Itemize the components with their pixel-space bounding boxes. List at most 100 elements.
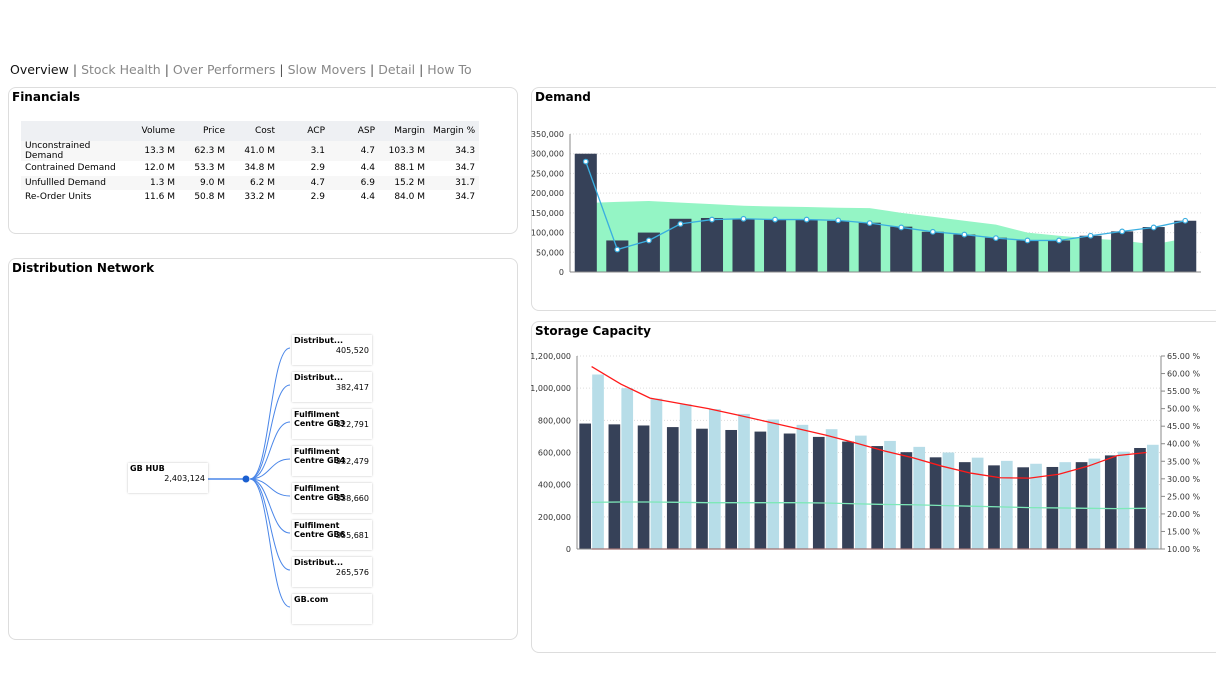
bar[interactable] xyxy=(738,413,750,549)
bar[interactable] xyxy=(783,433,796,549)
bar[interactable] xyxy=(650,398,663,549)
bar[interactable] xyxy=(953,234,976,272)
network-node-child[interactable]: Distribut... 405,520 xyxy=(292,335,372,365)
bar[interactable] xyxy=(921,231,944,272)
bar[interactable] xyxy=(795,219,818,272)
line-point[interactable] xyxy=(898,224,905,231)
bar[interactable] xyxy=(871,446,884,549)
bar[interactable] xyxy=(606,240,629,272)
line-point[interactable] xyxy=(1182,217,1189,224)
bar[interactable] xyxy=(669,218,692,272)
network-node-child[interactable]: Fulfilment Centre GB5 338,660 xyxy=(292,483,372,513)
bar[interactable] xyxy=(1030,463,1042,549)
table-cell: 3.1 xyxy=(279,141,329,161)
line-point[interactable] xyxy=(645,237,652,244)
bar[interactable] xyxy=(725,429,738,549)
bar[interactable] xyxy=(825,429,838,549)
bar[interactable] xyxy=(854,435,867,549)
bar[interactable] xyxy=(732,218,755,272)
network-node-child[interactable]: Distribut... 265,576 xyxy=(292,557,372,587)
bar[interactable] xyxy=(858,222,881,272)
line-point[interactable] xyxy=(677,220,684,227)
bar[interactable] xyxy=(900,452,913,549)
financials-title: Financials xyxy=(12,90,81,104)
line-point[interactable] xyxy=(1056,237,1062,244)
line-point[interactable] xyxy=(929,228,936,235)
tab-over-performers[interactable]: Over Performers xyxy=(172,62,276,77)
line-point[interactable] xyxy=(961,231,968,238)
network-node-child[interactable]: Distribut... 382,417 xyxy=(292,372,372,402)
collapse-node-handle[interactable] xyxy=(242,475,250,483)
line-point[interactable] xyxy=(1150,224,1157,231)
distribution-network-panel: Distribution Network xyxy=(8,258,518,640)
line-point[interactable] xyxy=(582,158,589,165)
bar[interactable] xyxy=(696,428,708,549)
line-point[interactable] xyxy=(866,220,873,227)
line-point[interactable] xyxy=(740,215,747,222)
bar[interactable] xyxy=(1079,235,1102,272)
network-node-child[interactable]: Fulfilment Centre GB6 355,681 xyxy=(292,520,372,550)
bar[interactable] xyxy=(1174,220,1197,272)
bar[interactable] xyxy=(842,441,854,549)
line-point[interactable] xyxy=(772,216,778,223)
bar[interactable] xyxy=(929,457,942,549)
tab-stock-health[interactable]: Stock Health xyxy=(81,62,161,77)
line-point[interactable] xyxy=(803,216,810,223)
bar[interactable] xyxy=(913,446,926,549)
bar[interactable] xyxy=(1075,462,1088,549)
bar[interactable] xyxy=(1146,444,1159,549)
network-node-child[interactable]: Fulfilment Centre GB4 332,479 xyxy=(292,446,372,476)
bar[interactable] xyxy=(1017,467,1030,549)
network-node-child[interactable]: Fulfilment Centre GB3 322,791 xyxy=(292,409,372,439)
line-point[interactable] xyxy=(993,235,999,241)
bar[interactable] xyxy=(592,374,604,549)
line-point[interactable] xyxy=(1119,228,1126,235)
bar[interactable] xyxy=(1047,240,1071,272)
tab-overview[interactable]: Overview xyxy=(10,62,69,77)
bar[interactable] xyxy=(679,404,692,549)
bar[interactable] xyxy=(1016,240,1039,272)
bar[interactable] xyxy=(1111,231,1134,272)
line-point[interactable] xyxy=(614,246,621,253)
y2-tick-label: 15.00 % xyxy=(1167,527,1200,536)
bar[interactable] xyxy=(1104,455,1117,549)
node-value: 382,417 xyxy=(335,383,369,392)
bar[interactable] xyxy=(812,436,825,549)
line-point[interactable] xyxy=(1024,237,1031,244)
bar[interactable] xyxy=(767,419,780,549)
bar[interactable] xyxy=(984,237,1007,272)
bar[interactable] xyxy=(574,153,597,272)
bar[interactable] xyxy=(754,431,767,549)
bar[interactable] xyxy=(637,425,650,549)
bar[interactable] xyxy=(884,440,896,549)
line-point[interactable] xyxy=(1087,232,1094,239)
tab-detail[interactable]: Detail xyxy=(378,62,416,77)
line-point[interactable] xyxy=(835,217,842,224)
bar[interactable] xyxy=(971,457,984,549)
bar[interactable] xyxy=(890,226,913,272)
y2-tick-label: 30.00 % xyxy=(1167,475,1200,484)
tab-how-to[interactable]: How To xyxy=(427,62,472,77)
bar[interactable] xyxy=(708,409,721,549)
financials-panel: Financials Volume Price Cost ACP ASP Margin Ma… xyxy=(8,87,518,234)
line-point[interactable] xyxy=(709,216,715,223)
bar[interactable] xyxy=(1142,227,1165,272)
network-node-child[interactable]: GB.com xyxy=(292,594,372,624)
tab-slow-movers[interactable]: Slow Movers xyxy=(287,62,367,77)
bar[interactable] xyxy=(1134,447,1146,549)
bar[interactable] xyxy=(764,219,787,272)
bar[interactable] xyxy=(1117,451,1130,549)
demand-chart: 0 50,000 100,000 150,000 200,000 250,000 300,0… xyxy=(531,130,1201,277)
network-node-root[interactable]: GB HUB 2,403,124 xyxy=(128,463,208,493)
bar[interactable] xyxy=(942,452,955,550)
bar[interactable] xyxy=(1088,458,1101,549)
bar[interactable] xyxy=(1000,460,1013,549)
bar[interactable] xyxy=(579,423,592,549)
bar[interactable] xyxy=(608,424,621,549)
bar[interactable] xyxy=(827,220,850,272)
bar[interactable] xyxy=(1059,462,1072,549)
bar[interactable] xyxy=(621,388,634,549)
bar[interactable] xyxy=(666,427,679,549)
bar[interactable] xyxy=(700,217,724,272)
bar[interactable] xyxy=(796,424,809,549)
